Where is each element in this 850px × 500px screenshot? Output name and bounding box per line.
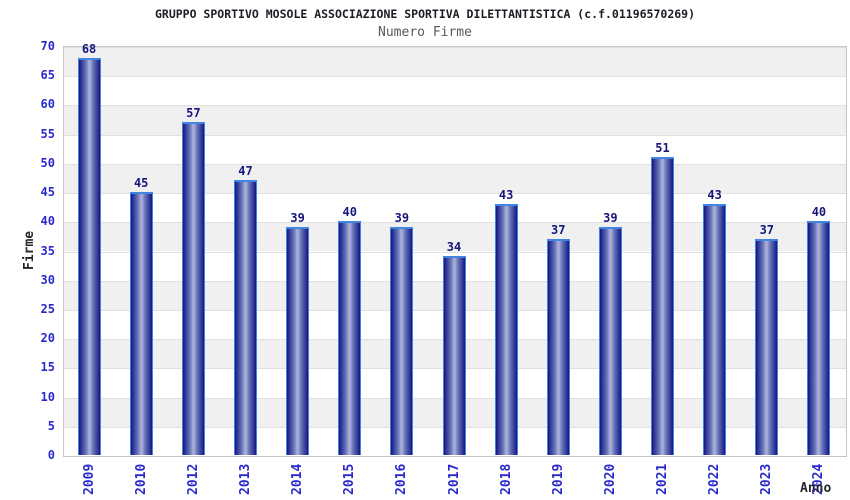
y-tick-label: 45 xyxy=(40,185,55,200)
bar-value-label: 47 xyxy=(238,164,253,179)
bar-2021 xyxy=(651,157,675,455)
gridline xyxy=(64,47,846,48)
x-tick-label: 2016 xyxy=(394,463,410,495)
bar-2014 xyxy=(286,227,310,455)
bar-value-label: 51 xyxy=(655,141,670,155)
y-tick-label: 10 xyxy=(40,389,55,404)
bar-2010 xyxy=(129,192,153,455)
chart-title: GRUPPO SPORTIVO MOSOLE ASSOCIAZIONE SPOR… xyxy=(154,7,696,21)
bar-value-label: 39 xyxy=(603,211,618,226)
x-tick-label: 2012 xyxy=(185,463,201,495)
y-tick-label: 65 xyxy=(40,68,55,83)
x-tick-label: 2020 xyxy=(602,463,618,495)
gridline xyxy=(64,105,846,107)
bar-value-label: 39 xyxy=(394,211,410,226)
plot-band xyxy=(64,76,846,106)
y-tick-label: 15 xyxy=(40,360,55,375)
gridline xyxy=(64,134,846,136)
bar-value-label: 37 xyxy=(551,222,566,237)
bar-2020 xyxy=(598,227,622,455)
gridline xyxy=(64,163,846,165)
bar-value-label: 39 xyxy=(290,211,305,226)
x-tick-label: 2013 xyxy=(237,463,253,495)
bar-value-label: 43 xyxy=(707,187,722,202)
y-tick-label: 70 xyxy=(40,39,55,53)
bar-2009 xyxy=(77,57,101,455)
y-tick-label: 50 xyxy=(40,155,55,170)
y-tick-label: 30 xyxy=(40,272,55,287)
x-tick-label: 2015 xyxy=(342,463,358,495)
bar-2017 xyxy=(442,256,466,455)
x-tick-label: 2009 xyxy=(81,463,97,495)
bar-value-label: 57 xyxy=(186,105,201,120)
bar-2019 xyxy=(546,238,570,455)
x-tick-label: 2019 xyxy=(550,463,566,495)
x-tick-label: 2018 xyxy=(498,463,514,495)
bar-2016 xyxy=(390,227,414,455)
y-tick-label: 35 xyxy=(40,243,55,258)
y-tick-label: 5 xyxy=(47,418,55,433)
bar-value-label: 34 xyxy=(446,240,462,255)
bar-2018 xyxy=(494,203,518,455)
y-tick-label: 0 xyxy=(47,448,55,462)
gridline xyxy=(64,193,846,195)
bar-2013 xyxy=(233,180,257,455)
gridline xyxy=(64,76,846,78)
y-tick-label: 60 xyxy=(40,97,55,112)
chart-subtitle: Numero Firme xyxy=(378,25,472,40)
x-tick-label: 2021 xyxy=(655,463,671,495)
y-tick-label: 55 xyxy=(40,126,55,141)
x-tick-label: 2014 xyxy=(290,463,306,495)
bar-value-label: 45 xyxy=(133,176,149,191)
bar-value-label: 37 xyxy=(759,222,775,237)
x-tick-label: 2022 xyxy=(707,463,723,495)
bar-2012 xyxy=(181,121,205,455)
bar-value-label: 40 xyxy=(342,205,357,220)
bar-2015 xyxy=(338,221,362,455)
plot-band xyxy=(64,47,846,77)
y-tick-label: 40 xyxy=(40,214,55,229)
y-tick-label: 20 xyxy=(40,331,55,346)
bar-2022 xyxy=(703,203,727,455)
bar-2023 xyxy=(755,238,779,455)
x-tick-label: 2010 xyxy=(133,463,149,495)
bar-value-label: 43 xyxy=(498,187,514,202)
gridline xyxy=(64,222,846,224)
y-tick-label: 25 xyxy=(40,301,55,316)
x-tick-label: 2017 xyxy=(446,463,462,495)
bar-value-label: 40 xyxy=(811,205,827,220)
bar-value-label: 68 xyxy=(81,41,97,56)
x-tick-label: 2023 xyxy=(759,463,775,495)
y-axis-title: Firme xyxy=(22,230,37,270)
gridline xyxy=(64,251,846,253)
bar-2024 xyxy=(807,221,831,455)
x-axis-title: Anno xyxy=(800,481,832,496)
